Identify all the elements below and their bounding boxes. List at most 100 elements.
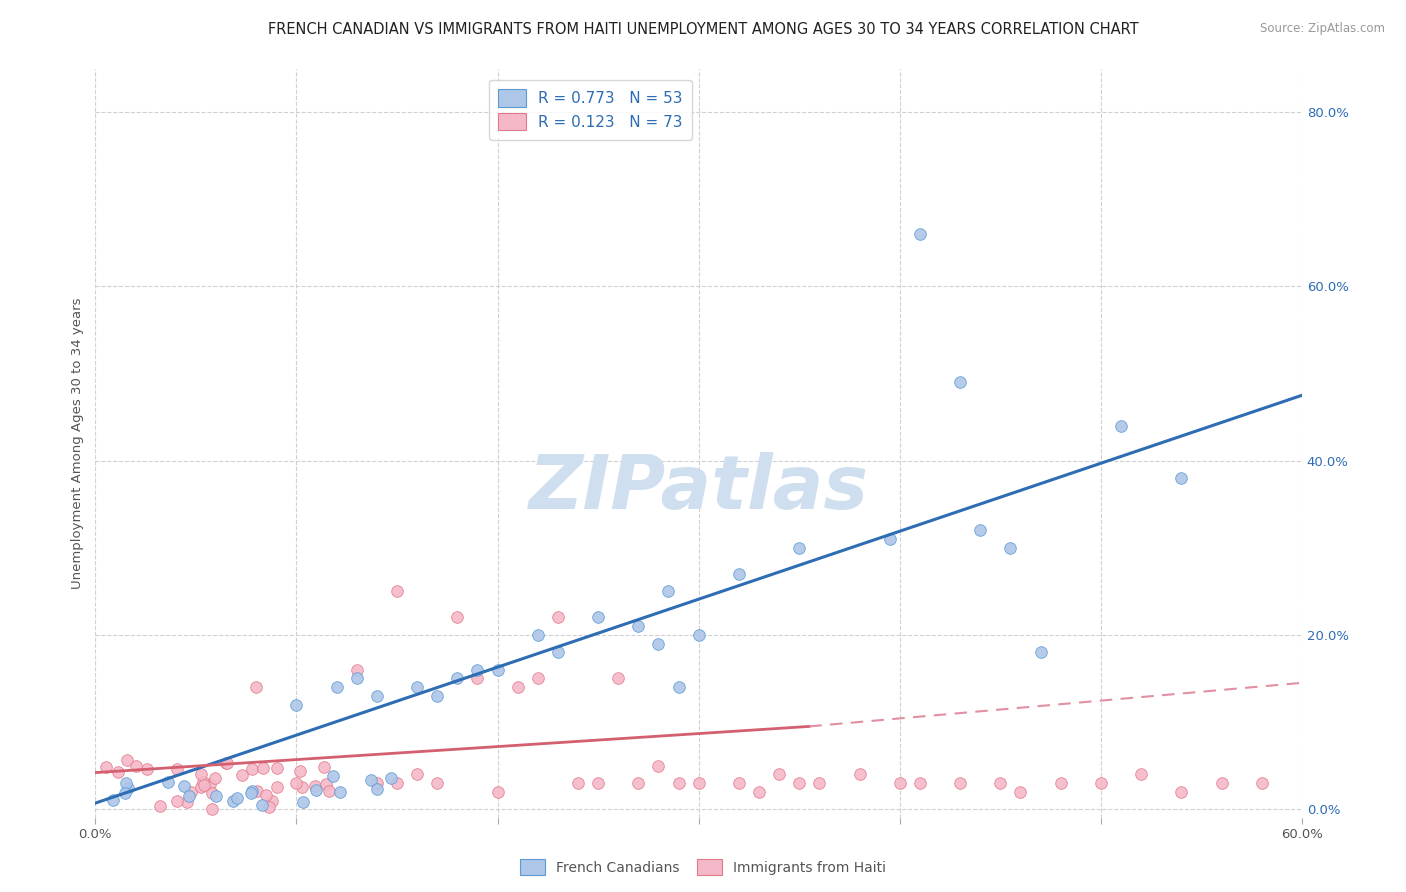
Point [291, 780, 314, 794]
Point [547, 610, 569, 624]
Point [1010, 785, 1032, 799]
Point [380, 771, 402, 785]
Point [969, 524, 991, 538]
Point [201, 802, 224, 816]
Text: FRENCH CANADIAN VS IMMIGRANTS FROM HAITI UNEMPLOYMENT AMONG AGES 30 TO 34 YEARS : FRENCH CANADIAN VS IMMIGRANTS FROM HAITI… [267, 22, 1139, 37]
Point [1170, 785, 1192, 799]
Point [259, 800, 281, 814]
Point [254, 788, 277, 802]
Point [688, 628, 710, 642]
Point [204, 771, 226, 785]
Point [586, 610, 609, 624]
Point [205, 789, 228, 804]
Point [315, 777, 337, 791]
Point [787, 541, 810, 555]
Point [366, 689, 388, 703]
Point [988, 776, 1011, 790]
Point [94, 760, 117, 774]
Point [728, 776, 751, 790]
Point [115, 753, 138, 767]
Point [222, 794, 245, 808]
Point [406, 680, 429, 694]
Point [486, 785, 509, 799]
Point [176, 795, 198, 809]
Point [200, 787, 222, 801]
Point [526, 628, 548, 642]
Point [173, 779, 195, 793]
Point [305, 783, 328, 797]
Point [166, 795, 188, 809]
Point [668, 776, 690, 790]
Point [322, 769, 344, 783]
Point [1029, 645, 1052, 659]
Point [245, 680, 267, 694]
Point [193, 778, 215, 792]
Point [346, 663, 368, 677]
Point [1109, 418, 1132, 433]
Point [406, 767, 429, 781]
Point [346, 672, 368, 686]
Point [1250, 776, 1272, 790]
Point [467, 663, 489, 677]
Point [446, 610, 468, 624]
Point [647, 637, 669, 651]
Point [149, 798, 172, 813]
Point [240, 786, 263, 800]
Point [748, 785, 770, 799]
Point [668, 680, 690, 694]
Point [285, 698, 308, 712]
Point [240, 784, 263, 798]
Point [647, 758, 669, 772]
Point [506, 680, 529, 694]
Point [246, 784, 269, 798]
Point [252, 797, 274, 812]
Point [627, 776, 650, 790]
Point [1090, 776, 1112, 790]
Point [107, 764, 129, 779]
Point [385, 584, 408, 599]
Point [260, 793, 283, 807]
Point [136, 762, 159, 776]
Point [215, 756, 238, 771]
Point [879, 532, 901, 546]
Point [728, 566, 751, 581]
Point [949, 776, 972, 790]
Point [908, 227, 931, 241]
Legend: French Canadians, Immigrants from Haiti: French Canadians, Immigrants from Haiti [515, 854, 891, 880]
Point [266, 760, 288, 774]
Point [266, 780, 288, 795]
Point [1049, 776, 1071, 790]
Text: Source: ZipAtlas.com: Source: ZipAtlas.com [1260, 22, 1385, 36]
Point [446, 672, 468, 686]
Point [366, 782, 388, 797]
Point [426, 776, 449, 790]
Point [768, 767, 790, 781]
Point [114, 786, 136, 800]
Point [252, 760, 274, 774]
Point [240, 762, 263, 776]
Point [285, 776, 308, 790]
Point [198, 777, 221, 791]
Point [848, 767, 870, 781]
Point [101, 792, 124, 806]
Point [787, 776, 810, 790]
Point [908, 776, 931, 790]
Point [288, 764, 311, 778]
Point [1170, 471, 1192, 485]
Point [312, 760, 335, 774]
Point [366, 776, 388, 790]
Point [486, 663, 509, 677]
Text: ZIPatlas: ZIPatlas [529, 451, 869, 524]
Point [156, 775, 179, 789]
Point [125, 759, 148, 773]
Point [426, 689, 449, 703]
Point [657, 584, 679, 599]
Point [567, 776, 589, 790]
Point [179, 789, 201, 804]
Point [467, 672, 489, 686]
Point [360, 772, 382, 787]
Point [586, 776, 609, 790]
Point [547, 645, 569, 659]
Y-axis label: Unemployment Among Ages 30 to 34 years: Unemployment Among Ages 30 to 34 years [72, 297, 84, 589]
Point [889, 776, 911, 790]
